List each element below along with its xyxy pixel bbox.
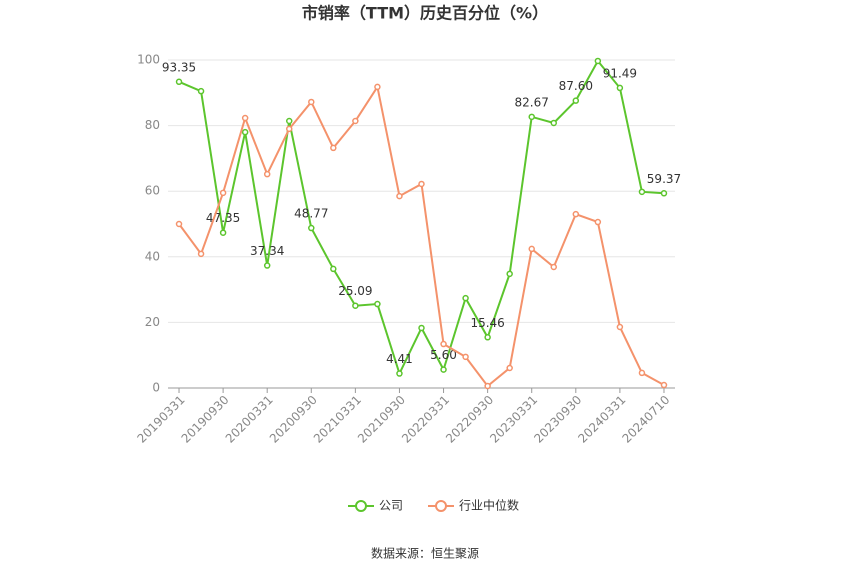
data-point xyxy=(285,125,293,133)
data-point xyxy=(285,117,293,125)
data-point xyxy=(440,340,447,348)
data-point xyxy=(462,294,469,302)
data-point xyxy=(572,210,580,218)
data-point xyxy=(175,220,183,228)
data-point xyxy=(263,170,271,178)
y-tick-label: 20 xyxy=(145,315,160,329)
y-tick-label: 100 xyxy=(137,53,160,67)
data-point xyxy=(462,353,469,361)
data-point xyxy=(330,265,337,273)
data-point xyxy=(197,250,205,258)
data-label: 4.41 xyxy=(386,352,413,366)
data-point xyxy=(241,114,249,122)
y-tick-label: 60 xyxy=(145,184,160,198)
legend-marker xyxy=(435,500,447,512)
data-point xyxy=(374,83,381,91)
data-point xyxy=(396,370,403,377)
source-note: 数据来源：恒生聚源 xyxy=(371,546,479,561)
data-point xyxy=(241,128,249,136)
data-point xyxy=(506,270,513,278)
legend-label: 公司 xyxy=(379,499,403,513)
data-point xyxy=(506,364,513,372)
data-point xyxy=(572,97,580,104)
data-label: 82.67 xyxy=(515,95,549,109)
data-point xyxy=(219,189,227,197)
data-point xyxy=(638,188,646,196)
data-point xyxy=(616,323,624,331)
data-point xyxy=(352,302,359,309)
data-point xyxy=(638,369,646,377)
y-tick-label: 40 xyxy=(145,249,160,263)
data-point xyxy=(484,382,491,390)
data-point xyxy=(594,218,602,226)
data-point xyxy=(484,334,491,341)
data-label: 87.60 xyxy=(559,79,593,93)
data-point xyxy=(396,192,403,200)
data-point xyxy=(660,190,668,197)
x-tick-label: 20240710 xyxy=(619,393,672,446)
data-point xyxy=(197,87,205,95)
y-tick-label: 80 xyxy=(145,118,160,132)
data-point xyxy=(352,117,359,125)
series-line xyxy=(178,84,665,388)
data-point xyxy=(219,229,227,236)
data-point xyxy=(528,245,535,253)
data-label: 48.77 xyxy=(294,207,328,221)
data-label: 37.34 xyxy=(250,244,284,258)
data-point xyxy=(440,366,447,373)
data-point xyxy=(374,300,381,308)
data-point xyxy=(594,57,602,65)
data-label: 91.49 xyxy=(603,66,637,80)
legend-marker xyxy=(355,500,367,512)
data-point xyxy=(175,78,183,86)
legend-label: 行业中位数 xyxy=(459,498,519,513)
data-label: 93.35 xyxy=(162,60,196,74)
data-point xyxy=(550,263,558,271)
data-label: 59.37 xyxy=(647,172,681,186)
data-point xyxy=(330,144,337,152)
data-label: 15.46 xyxy=(470,316,504,330)
data-point xyxy=(418,180,425,188)
data-label: 25.09 xyxy=(338,284,372,298)
chart-title: 市销率（TTM）历史百分位（%） xyxy=(302,4,548,23)
data-point xyxy=(616,84,624,92)
data-point xyxy=(550,119,558,127)
data-point xyxy=(528,113,535,121)
data-point xyxy=(308,224,315,232)
data-label: 47.35 xyxy=(206,211,240,225)
data-point xyxy=(660,381,668,389)
data-label: 5.60 xyxy=(430,348,457,362)
y-tick-label: 0 xyxy=(152,381,160,395)
data-point xyxy=(308,98,315,106)
data-point xyxy=(263,262,271,269)
data-point xyxy=(418,324,425,332)
